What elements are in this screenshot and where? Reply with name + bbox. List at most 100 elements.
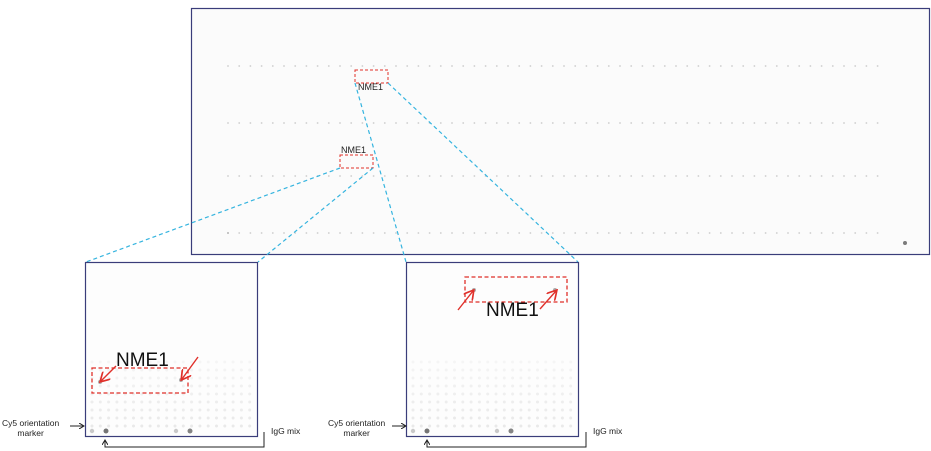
array-spot <box>248 384 252 388</box>
array-spot <box>339 175 341 177</box>
array-spot <box>248 368 252 372</box>
array-spot <box>809 65 812 67</box>
array-spot <box>173 384 177 388</box>
array-spot <box>536 376 539 380</box>
array-spot <box>552 424 556 428</box>
connector-lines <box>85 82 579 263</box>
array-spot <box>132 376 135 380</box>
array-spot <box>115 400 119 404</box>
array-spot <box>686 122 689 124</box>
array-spot <box>453 368 456 372</box>
array-spot <box>469 368 473 372</box>
array-spot <box>843 65 845 67</box>
zoom-right-spot-grid <box>410 288 573 434</box>
array-spot <box>484 65 487 67</box>
array-spot <box>439 122 442 124</box>
array-spot <box>327 65 330 67</box>
array-spot <box>484 122 487 124</box>
array-spot <box>140 368 144 372</box>
array-spot <box>462 65 465 67</box>
array-spot <box>519 376 523 380</box>
array-spot <box>90 368 94 372</box>
array-spot <box>508 428 514 434</box>
array-spot <box>156 424 160 428</box>
array-spot <box>563 232 565 234</box>
array-spot <box>227 232 229 234</box>
array-spot <box>502 424 506 428</box>
array-spot <box>494 400 498 404</box>
array-spot <box>854 232 857 234</box>
array-spot <box>283 175 285 177</box>
array-spot <box>444 416 448 420</box>
array-spot <box>444 424 448 428</box>
array-spot <box>502 384 506 388</box>
array-spot <box>361 175 364 177</box>
array-spot <box>439 65 442 67</box>
array-spot <box>519 368 523 372</box>
array-spot <box>451 175 453 177</box>
array-spot <box>477 408 481 412</box>
array-spot <box>527 416 531 420</box>
array-spot <box>551 122 554 124</box>
array-spot <box>540 175 543 177</box>
array-spot <box>419 416 423 420</box>
array-spot <box>544 384 548 388</box>
array-spot <box>339 65 341 67</box>
array-spot <box>239 400 243 404</box>
array-spot <box>675 122 677 124</box>
array-spot <box>361 122 364 124</box>
array-spot <box>173 428 179 434</box>
array-spot <box>90 408 94 412</box>
array-spot <box>444 408 448 412</box>
array-spot <box>511 408 515 412</box>
array-spot <box>165 400 169 404</box>
array-spot <box>502 368 506 372</box>
array-spot <box>248 424 252 428</box>
array-spot <box>494 360 498 364</box>
overview-label-top: NME1 <box>358 82 384 92</box>
array-spot <box>477 384 481 388</box>
array-spot <box>350 65 353 67</box>
array-spot <box>148 376 152 380</box>
array-spot <box>831 122 834 124</box>
array-spot <box>511 416 515 420</box>
array-spot <box>843 175 845 177</box>
array-spot <box>462 122 465 124</box>
array-spot <box>260 232 263 234</box>
array-spot <box>428 65 431 67</box>
array-spot <box>294 175 297 177</box>
array-spot <box>190 376 194 380</box>
array-spot <box>753 65 756 67</box>
array-spot <box>708 232 711 234</box>
array-spot <box>495 122 498 124</box>
array-spot <box>339 232 341 234</box>
array-spot <box>540 65 543 67</box>
array-spot <box>519 424 523 428</box>
array-spot <box>283 232 285 234</box>
array-spot <box>419 392 423 396</box>
array-spot <box>436 416 440 420</box>
array-spot <box>469 400 473 404</box>
array-spot <box>173 368 177 372</box>
array-spot <box>231 400 235 404</box>
array-spot <box>198 424 202 428</box>
array-spot <box>181 368 185 372</box>
array-spot <box>764 65 767 67</box>
array-spot <box>215 416 218 420</box>
array-spot <box>173 400 177 404</box>
array-spot <box>411 376 415 380</box>
array-spot <box>436 376 440 380</box>
array-spot <box>107 416 111 420</box>
array-spot <box>540 122 543 124</box>
array-spot <box>865 232 868 234</box>
array-spot <box>697 122 700 124</box>
array-spot <box>511 376 515 380</box>
array-spot <box>551 232 554 234</box>
array-spot <box>719 232 722 234</box>
array-spot <box>190 408 194 412</box>
array-spot <box>798 122 801 124</box>
array-spot <box>444 400 448 404</box>
array-spot <box>123 408 127 412</box>
array-spot <box>519 392 523 396</box>
